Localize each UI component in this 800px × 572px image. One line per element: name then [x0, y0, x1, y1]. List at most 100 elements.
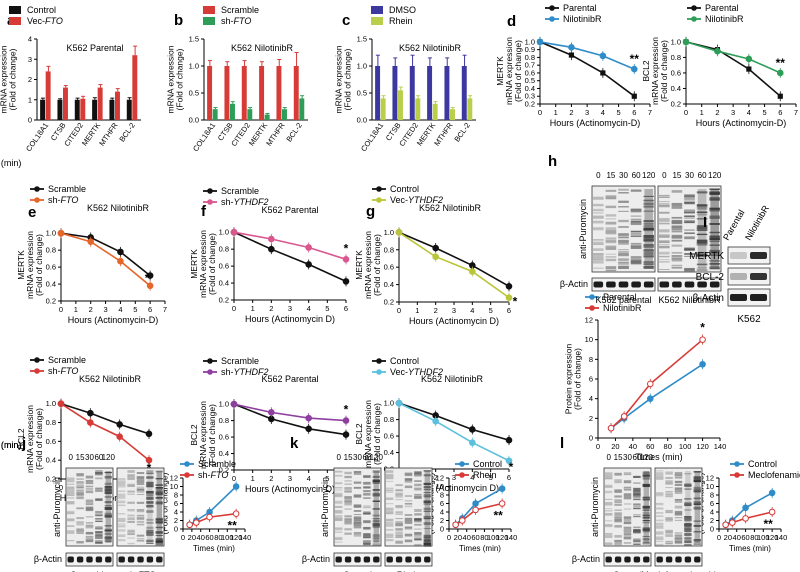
y-tick-label: 0.2	[525, 100, 535, 109]
data-point	[646, 380, 654, 388]
data-point	[498, 500, 506, 507]
data-point	[117, 248, 124, 256]
blot-band	[353, 481, 362, 484]
blot-band	[656, 526, 664, 529]
blot-band	[659, 218, 670, 222]
x-axis-label: Hours (Actinomycin-D)	[68, 315, 159, 325]
y-tick-label: 0.5	[525, 76, 535, 85]
blot-band	[386, 480, 394, 482]
legend-marker	[549, 16, 555, 22]
legend-marker	[459, 461, 465, 467]
y-tick-label: 8	[174, 491, 178, 500]
blot-band	[414, 495, 422, 499]
y-tick-label: 0.5	[189, 89, 199, 98]
blot-band	[372, 518, 380, 520]
blot-band	[593, 255, 604, 259]
blot-band	[623, 528, 632, 531]
blot-band	[395, 534, 403, 536]
series-line-1	[60, 403, 150, 461]
legend-marker	[207, 369, 213, 375]
blot-band	[665, 495, 673, 498]
y-axis-label-line: (Fold of change)	[343, 48, 353, 110]
blot-band	[642, 541, 650, 545]
data-point	[432, 244, 439, 252]
blot-band	[67, 477, 75, 481]
blot-band	[618, 192, 629, 194]
blot-band	[709, 244, 720, 246]
blot-band	[146, 501, 154, 503]
time-point-label: 30	[623, 453, 632, 462]
blot-band	[643, 238, 654, 241]
y-axis-label: BCL2 mRNA expression (Fold of change)	[16, 405, 44, 473]
blot-band	[709, 207, 720, 210]
legend-label-1: Vec-YTHDF2	[390, 195, 443, 205]
blot-band	[118, 529, 126, 532]
blot-band	[696, 241, 708, 244]
bar-Scramble-MTHFR	[276, 66, 282, 120]
y-axis-label-line: (Fold of change)	[207, 404, 217, 466]
x-tick-label: 3	[452, 473, 456, 482]
blot-band	[693, 480, 701, 483]
blot-band	[344, 515, 352, 518]
blot-band	[104, 533, 112, 536]
blot-band	[623, 521, 632, 524]
blot-band	[709, 240, 720, 242]
actin-label: β-Actin	[302, 554, 330, 564]
blot-band	[353, 516, 362, 520]
blot-band	[76, 491, 84, 493]
blot-band	[618, 200, 629, 203]
blot-band	[642, 484, 650, 488]
blot-band	[95, 542, 103, 544]
legend-label-0: Scramble	[48, 184, 86, 194]
y-tick-label: 1.0	[189, 62, 199, 71]
blot-band	[353, 526, 362, 529]
blot-band	[630, 246, 642, 249]
legend-marker	[34, 197, 40, 203]
y-axis-label-line: MERTK	[495, 56, 505, 86]
blot-band	[118, 534, 126, 537]
blot-band	[423, 474, 431, 477]
blot-band	[395, 492, 403, 495]
blot-border	[654, 467, 703, 547]
bar-Vec-FTO-CTSB	[63, 87, 68, 120]
blot-band	[633, 543, 641, 545]
actin-band	[643, 281, 654, 288]
blot-band	[693, 539, 701, 543]
blot-band	[671, 230, 683, 233]
y-tick-label: 0.8	[525, 53, 535, 62]
left-label: anti-Puromycin	[52, 477, 62, 537]
blot-band	[623, 536, 632, 538]
blot-band	[404, 519, 413, 522]
data-point	[452, 521, 459, 529]
blot-band	[127, 484, 135, 488]
blot-band	[605, 535, 613, 538]
data-point	[342, 256, 350, 263]
legend-label-1: sh-YTHDF2	[221, 367, 269, 377]
data-point	[230, 400, 238, 408]
blot-band	[67, 483, 75, 485]
blot-band	[593, 221, 604, 224]
legend-label-0: Control	[390, 356, 419, 366]
y-tick-label: 10	[170, 482, 178, 491]
blot-band	[614, 509, 622, 511]
blot-band	[593, 258, 604, 261]
blot-smear	[156, 471, 162, 543]
blot-band	[614, 495, 622, 498]
blot-band	[684, 253, 695, 255]
x-tick-label: 1	[251, 304, 255, 313]
y-tick-label: 10	[436, 482, 444, 491]
legend-swatch	[203, 6, 215, 14]
series-line-1	[725, 511, 773, 526]
y-tick-label: 2	[710, 516, 714, 525]
data-point	[505, 283, 513, 290]
blot-band	[605, 227, 617, 230]
x-axis-label: Times (min)	[459, 544, 501, 553]
blot-band	[623, 493, 632, 496]
blot-band	[659, 201, 670, 203]
blot-band	[605, 237, 617, 240]
x-tick-label: 2	[569, 108, 573, 117]
data-point	[206, 513, 213, 521]
legend-label-1: sh-FTO	[221, 16, 251, 26]
y-tick-label: 0.2	[46, 297, 56, 306]
blot-band	[656, 519, 664, 522]
